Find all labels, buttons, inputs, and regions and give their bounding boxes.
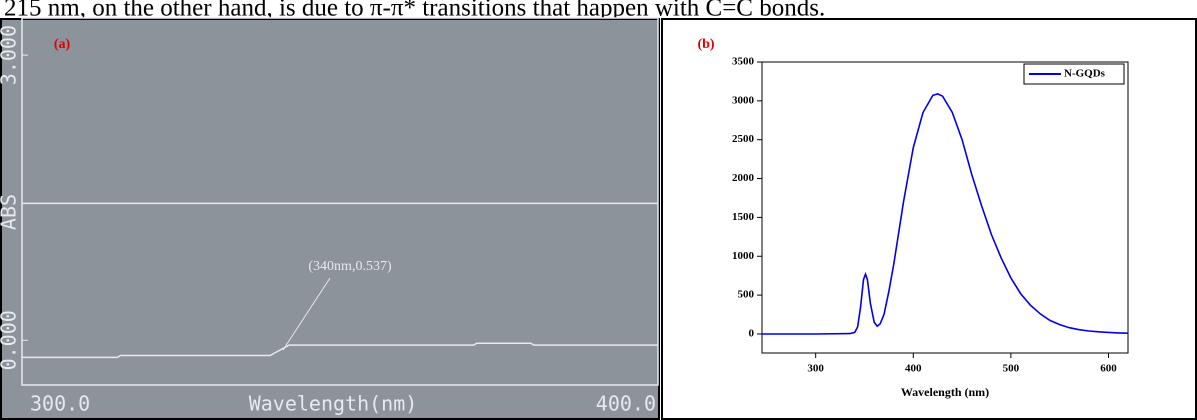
y-tick-label: 500	[738, 289, 755, 301]
panel-label: (b)	[697, 37, 714, 52]
x-tick-label: 400	[905, 363, 922, 375]
x-tick-label: 300.0	[30, 392, 90, 416]
y-tick-label: 1500	[732, 211, 755, 223]
x-tick-label: 400.0	[596, 392, 656, 416]
figure: 215 nm, on the other hand, is due to π-π…	[0, 0, 1197, 420]
y-tick-label: 2500	[732, 133, 755, 145]
y-tick-label: 2000	[732, 172, 755, 184]
y-tick-label: 1000	[732, 250, 755, 262]
x-axis-label: Wavelength(nm)	[249, 392, 418, 416]
panel-label: (a)	[54, 37, 71, 52]
x-tick-label: 600	[1100, 363, 1117, 375]
y-axis-label: ABS	[0, 194, 21, 230]
screen-photo	[0, 18, 660, 420]
y-tick-label: 0	[749, 327, 755, 339]
legend-label: N-GQDs	[1064, 68, 1106, 80]
x-tick-label: 500	[1003, 363, 1020, 375]
y-tick-label: 3500	[732, 56, 755, 68]
x-tick-label: 300	[807, 363, 824, 375]
x-axis-label: Wavelength (nm)	[901, 385, 989, 399]
annotation: (340nm,0.537)	[308, 259, 392, 274]
y-tick-label: 0.000	[0, 310, 21, 370]
y-tick-label: 3000	[732, 94, 755, 106]
y-tick-label: 3.000	[0, 25, 20, 85]
